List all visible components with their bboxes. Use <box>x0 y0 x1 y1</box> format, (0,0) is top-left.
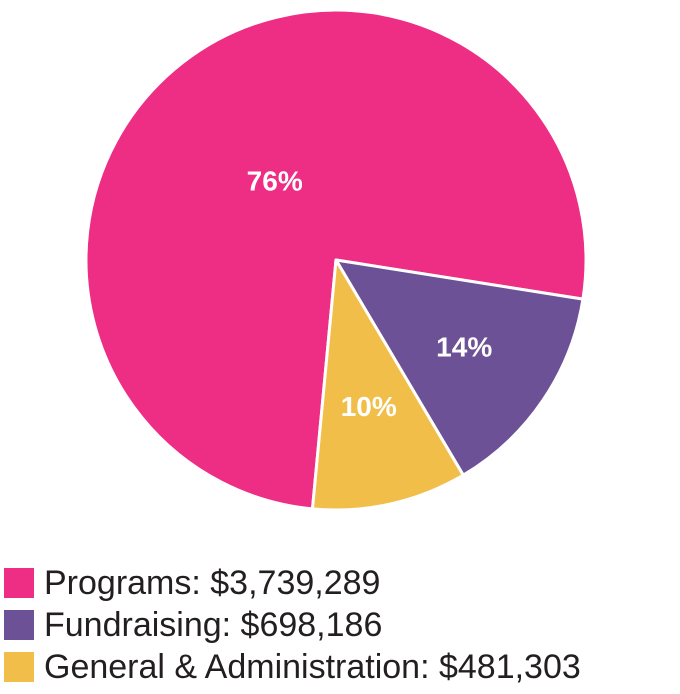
legend-item-general-administration: General & Administration: $481,303 <box>4 646 680 688</box>
legend-swatch <box>4 652 34 682</box>
legend-label: Programs: $3,739,289 <box>44 564 381 602</box>
legend-label: Fundraising: $698,186 <box>44 606 383 644</box>
data-label-fundraising: 14% <box>436 332 492 363</box>
data-label-programs: 76% <box>247 165 303 196</box>
legend-item-programs: Programs: $3,739,289 <box>4 562 680 604</box>
legend-label: General & Administration: $481,303 <box>44 648 581 686</box>
legend-swatch <box>4 610 34 640</box>
legend-swatch <box>4 568 34 598</box>
legend: Programs: $3,739,289 Fundraising: $698,18… <box>4 562 680 688</box>
pie-chart: 76% 14% 10% <box>84 8 588 512</box>
legend-item-fundraising: Fundraising: $698,186 <box>4 604 680 646</box>
pie-slice-general-administration <box>310 258 465 512</box>
data-label-general-administration: 10% <box>341 391 397 422</box>
pie-slice-fundraising <box>334 258 585 477</box>
